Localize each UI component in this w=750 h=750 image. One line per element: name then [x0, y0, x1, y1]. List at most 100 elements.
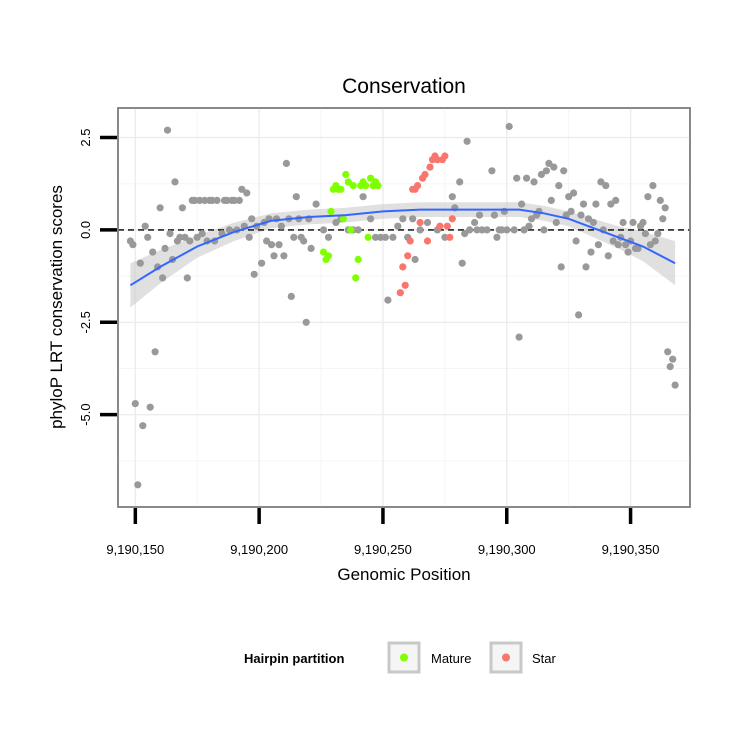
legend-label-star: Star [532, 651, 557, 666]
point-other-176 [659, 215, 667, 223]
point-star-2 [401, 281, 409, 289]
point-other-123 [527, 215, 536, 223]
point-star-7 [414, 182, 422, 190]
point-other-48 [248, 215, 256, 223]
point-other-156 [609, 237, 617, 245]
point-other-81 [367, 215, 375, 223]
loess-fit-line [129, 208, 676, 287]
point-other-128 [540, 226, 548, 234]
point-other-84 [381, 233, 389, 241]
point-other-28 [196, 196, 204, 204]
point-other-55 [267, 241, 276, 249]
point-other-47 [245, 233, 253, 241]
point-other-39 [225, 226, 233, 234]
plot-panel [117, 107, 691, 508]
point-star-21 [448, 215, 456, 223]
point-mature-8 [339, 215, 347, 223]
y-tick-label-0: 2.5 [78, 129, 93, 147]
point-other-151 [597, 178, 605, 186]
point-other-112 [498, 226, 506, 234]
point-other-46 [243, 189, 251, 197]
y-tick-label-1: 0.0 [78, 221, 93, 239]
point-other-164 [629, 218, 637, 227]
point-other-122 [525, 222, 533, 230]
point-other-35 [213, 196, 221, 204]
point-other-103 [471, 218, 479, 227]
point-other-20 [176, 233, 184, 241]
point-star-8 [416, 218, 424, 227]
point-other-1 [129, 241, 137, 249]
point-other-174 [654, 230, 662, 238]
point-other-6 [141, 222, 149, 230]
point-other-155 [607, 200, 615, 208]
point-other-56 [270, 252, 278, 260]
plot-panel-border [117, 107, 691, 508]
point-other-181 [671, 381, 679, 389]
point-other-63 [287, 292, 295, 300]
point-other-172 [649, 182, 657, 190]
point-other-154 [604, 252, 612, 260]
point-other-101 [463, 137, 471, 145]
point-other-12 [156, 204, 164, 212]
point-other-171 [646, 241, 655, 249]
point-other-13 [159, 274, 167, 282]
point-other-14 [161, 244, 169, 252]
point-other-127 [537, 170, 546, 179]
point-other-119 [518, 200, 526, 208]
point-other-178 [664, 348, 672, 356]
point-other-109 [490, 211, 498, 219]
point-other-10 [151, 348, 159, 356]
point-other-120 [520, 226, 528, 234]
point-other-135 [557, 263, 565, 271]
data-points [126, 122, 679, 489]
point-other-142 [575, 311, 583, 319]
point-other-58 [275, 241, 283, 249]
point-other-24 [186, 237, 194, 245]
point-mature-13 [352, 274, 360, 282]
point-star-19 [443, 222, 451, 230]
point-mature-11 [347, 226, 355, 234]
point-mature-14 [354, 255, 362, 264]
point-other-51 [258, 259, 266, 267]
legend-title: Hairpin partition [244, 651, 344, 666]
point-star-3 [404, 252, 412, 260]
point-other-59 [277, 222, 285, 230]
point-other-130 [545, 159, 553, 167]
point-other-147 [587, 248, 595, 256]
point-other-115 [505, 122, 513, 131]
point-mature-17 [362, 182, 370, 190]
point-other-141 [572, 237, 580, 245]
point-other-150 [594, 241, 603, 249]
point-mature-0 [319, 248, 328, 256]
point-other-44 [238, 185, 246, 193]
point-other-99 [458, 259, 466, 267]
grid-lines [118, 108, 690, 507]
point-other-71 [307, 244, 315, 252]
point-star-12 [426, 163, 434, 171]
point-star-1 [399, 263, 407, 271]
point-other-117 [513, 174, 521, 182]
point-other-104 [473, 226, 481, 234]
point-mature-19 [367, 174, 375, 182]
point-other-161 [622, 241, 630, 249]
point-other-116 [510, 226, 518, 234]
x-tick-label-4: 9,190,350 [602, 542, 660, 557]
point-other-132 [550, 163, 558, 171]
point-other-72 [312, 200, 320, 208]
point-other-134 [555, 182, 563, 190]
point-other-22 [181, 233, 189, 241]
point-other-16 [166, 230, 174, 238]
point-other-107 [483, 226, 491, 234]
point-other-129 [542, 167, 551, 175]
point-mature-22 [374, 182, 382, 190]
point-other-8 [146, 403, 154, 411]
point-other-146 [584, 215, 593, 223]
x-tick-label-3: 9,190,300 [478, 542, 536, 557]
loess-confidence-band [130, 202, 676, 308]
point-other-87 [394, 222, 402, 230]
point-other-85 [384, 296, 392, 304]
y-axis-label: phyloP LRT conservation scores [47, 185, 66, 429]
legend-swatch-mature [400, 653, 408, 662]
point-other-69 [302, 318, 310, 326]
point-other-2 [131, 400, 139, 408]
